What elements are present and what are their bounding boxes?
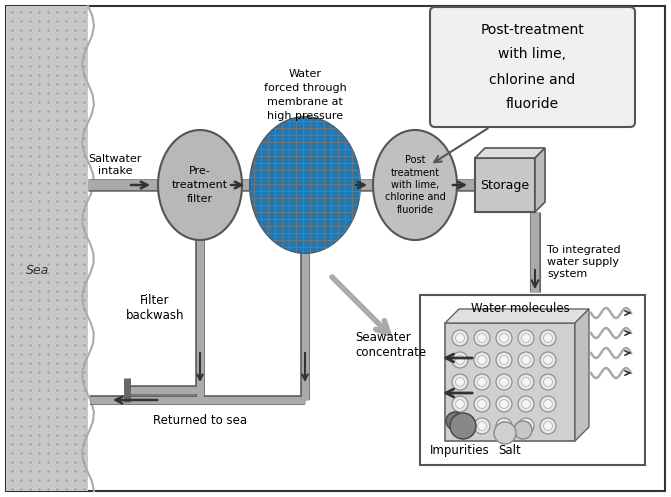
Ellipse shape bbox=[250, 117, 360, 253]
Text: Storage: Storage bbox=[480, 178, 529, 191]
Circle shape bbox=[540, 330, 556, 346]
Circle shape bbox=[500, 333, 509, 342]
FancyBboxPatch shape bbox=[430, 7, 635, 127]
Circle shape bbox=[456, 333, 464, 342]
Bar bbox=[6, 6, 88, 491]
Text: Impurities: Impurities bbox=[430, 444, 490, 457]
Circle shape bbox=[521, 400, 530, 409]
Circle shape bbox=[540, 396, 556, 412]
Circle shape bbox=[544, 378, 552, 386]
Circle shape bbox=[521, 355, 530, 364]
Circle shape bbox=[474, 418, 490, 434]
Polygon shape bbox=[445, 309, 589, 323]
Bar bbox=[475, 158, 535, 212]
Text: Post
treatment
with lime,
chlorine and
fluoride: Post treatment with lime, chlorine and f… bbox=[384, 155, 446, 215]
Bar bbox=[420, 295, 645, 465]
Circle shape bbox=[518, 330, 534, 346]
Text: Filter
backwash: Filter backwash bbox=[125, 294, 185, 322]
Text: Seawater
concentrate: Seawater concentrate bbox=[355, 331, 426, 359]
Circle shape bbox=[478, 378, 486, 386]
Circle shape bbox=[521, 421, 530, 430]
Circle shape bbox=[456, 355, 464, 364]
Circle shape bbox=[474, 330, 490, 346]
Polygon shape bbox=[575, 309, 589, 441]
Circle shape bbox=[496, 374, 512, 390]
Circle shape bbox=[496, 330, 512, 346]
Circle shape bbox=[494, 422, 516, 444]
Circle shape bbox=[478, 421, 486, 430]
Text: Salt: Salt bbox=[499, 444, 521, 457]
Text: Post-treatment
with lime,
chlorine and
fluoride: Post-treatment with lime, chlorine and f… bbox=[480, 22, 584, 111]
Circle shape bbox=[474, 374, 490, 390]
Circle shape bbox=[474, 352, 490, 368]
Circle shape bbox=[544, 421, 552, 430]
Circle shape bbox=[452, 374, 468, 390]
Text: Sea: Sea bbox=[26, 263, 50, 276]
Circle shape bbox=[518, 352, 534, 368]
Circle shape bbox=[500, 400, 509, 409]
Circle shape bbox=[452, 396, 468, 412]
Circle shape bbox=[452, 352, 468, 368]
Text: Returned to sea: Returned to sea bbox=[153, 414, 247, 427]
Circle shape bbox=[521, 333, 530, 342]
Circle shape bbox=[514, 421, 532, 439]
Circle shape bbox=[500, 421, 509, 430]
Circle shape bbox=[496, 352, 512, 368]
Text: Water molecules: Water molecules bbox=[470, 303, 570, 316]
Text: Pre-
treatment
filter: Pre- treatment filter bbox=[172, 166, 228, 204]
Circle shape bbox=[500, 378, 509, 386]
Circle shape bbox=[518, 418, 534, 434]
Circle shape bbox=[474, 396, 490, 412]
Circle shape bbox=[496, 396, 512, 412]
Circle shape bbox=[540, 352, 556, 368]
Text: Saltwater
intake: Saltwater intake bbox=[89, 154, 142, 176]
Circle shape bbox=[450, 413, 476, 439]
Circle shape bbox=[496, 418, 512, 434]
Circle shape bbox=[518, 396, 534, 412]
Circle shape bbox=[478, 400, 486, 409]
Circle shape bbox=[540, 418, 556, 434]
Circle shape bbox=[478, 333, 486, 342]
Circle shape bbox=[544, 333, 552, 342]
Text: Water
forced through
membrane at
high pressure: Water forced through membrane at high pr… bbox=[264, 69, 346, 121]
Polygon shape bbox=[475, 148, 545, 158]
Circle shape bbox=[540, 374, 556, 390]
Circle shape bbox=[518, 374, 534, 390]
Circle shape bbox=[456, 378, 464, 386]
Text: To integrated
water supply
system: To integrated water supply system bbox=[547, 246, 621, 279]
Circle shape bbox=[456, 421, 464, 430]
Circle shape bbox=[446, 412, 464, 430]
Circle shape bbox=[500, 355, 509, 364]
Ellipse shape bbox=[158, 130, 242, 240]
Ellipse shape bbox=[373, 130, 457, 240]
Circle shape bbox=[452, 330, 468, 346]
Circle shape bbox=[478, 355, 486, 364]
Bar bbox=[445, 323, 575, 441]
Ellipse shape bbox=[250, 117, 360, 253]
Circle shape bbox=[456, 400, 464, 409]
Circle shape bbox=[452, 418, 468, 434]
Circle shape bbox=[544, 355, 552, 364]
Circle shape bbox=[521, 378, 530, 386]
Polygon shape bbox=[535, 148, 545, 212]
Circle shape bbox=[544, 400, 552, 409]
